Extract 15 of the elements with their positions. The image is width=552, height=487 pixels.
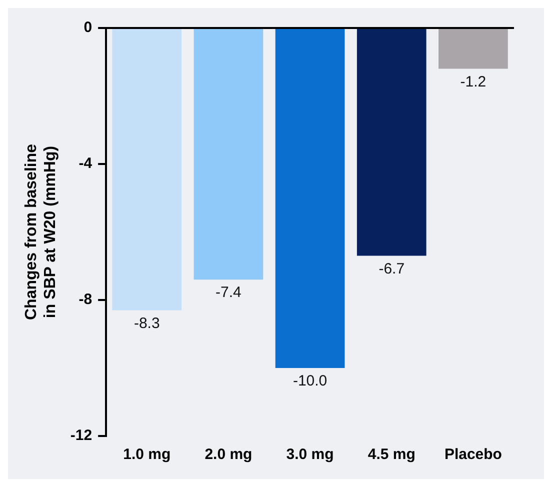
data-label: -1.2	[460, 73, 486, 90]
y-tick-label: -8	[78, 291, 92, 308]
x-tick-label: 4.5 mg	[368, 446, 416, 464]
y-tick-label: -4	[78, 155, 93, 172]
x-tick-label: 2.0 mg	[204, 446, 252, 464]
x-tick-label: 3.0 mg	[286, 446, 334, 464]
data-label: -7.4	[216, 284, 242, 302]
y-tick-label: 0	[84, 19, 92, 36]
data-label: -6.7	[378, 260, 405, 278]
y-tick-label: -12	[70, 427, 92, 444]
y-axis-title: Changes from baseline in SBP at W20 (mmHg)	[23, 144, 60, 320]
x-tick-label: 1.0 mg	[123, 446, 171, 464]
data-label: -8.3	[134, 314, 160, 332]
x-tick-label: Placebo	[444, 446, 502, 464]
data-label: -10.0	[292, 372, 328, 390]
